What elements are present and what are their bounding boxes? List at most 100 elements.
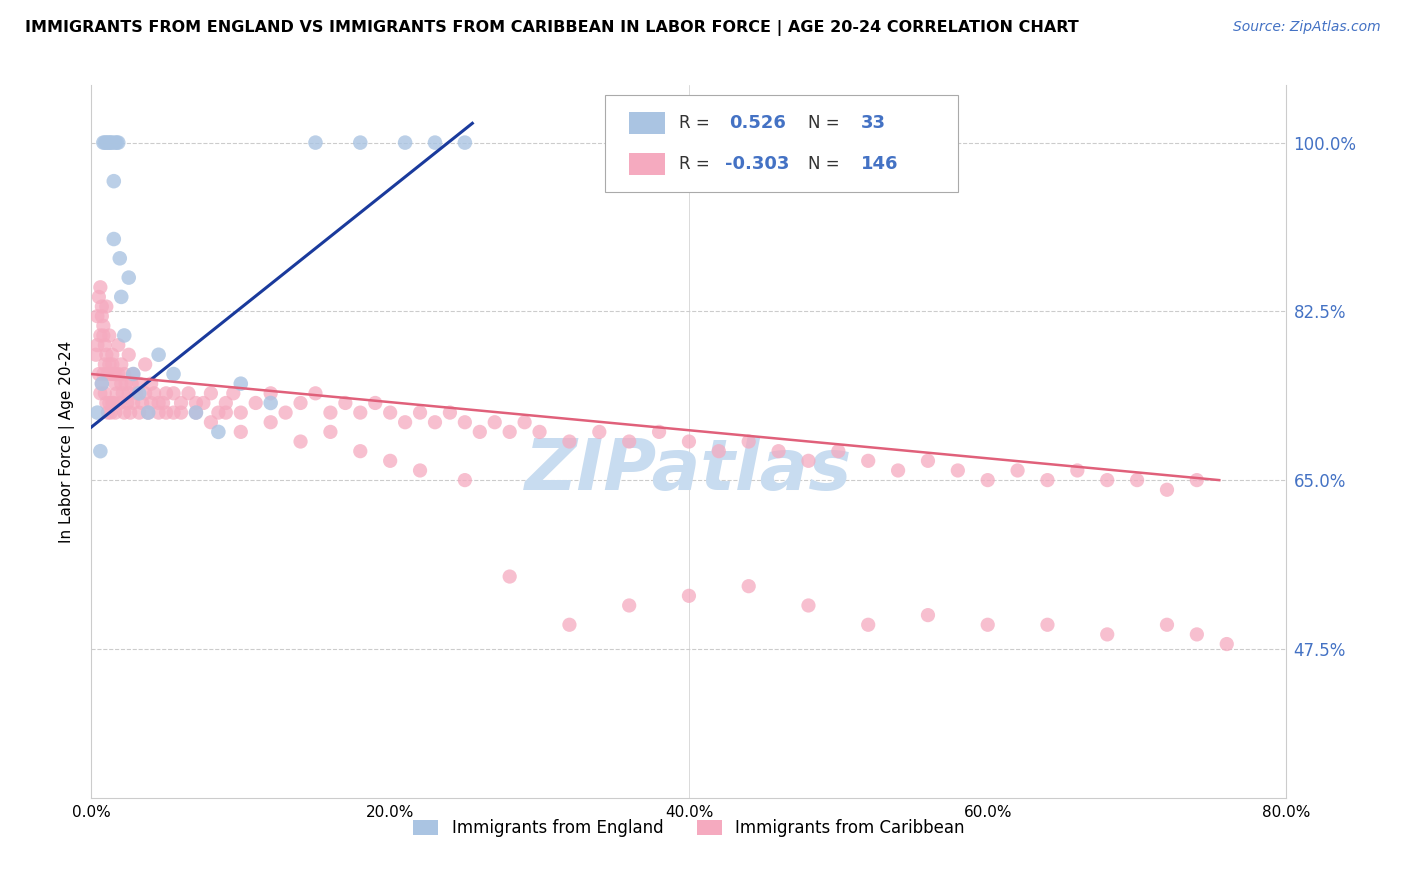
Point	[678, 589, 700, 603]
Point	[105, 136, 128, 150]
Point	[134, 386, 156, 401]
Point	[588, 425, 610, 439]
Point	[468, 425, 491, 439]
Point	[499, 569, 522, 583]
Point	[558, 434, 581, 449]
Point	[90, 300, 112, 314]
Point	[104, 376, 127, 391]
Point	[207, 406, 229, 420]
Point	[98, 358, 121, 372]
Point	[917, 454, 939, 468]
Point	[155, 406, 177, 420]
Point	[98, 328, 121, 343]
Point	[104, 367, 127, 381]
Point	[484, 415, 506, 429]
Point	[319, 406, 342, 420]
Point	[141, 396, 163, 410]
Point	[1066, 463, 1088, 477]
Point	[858, 617, 880, 632]
Point	[184, 406, 207, 420]
Point	[454, 136, 477, 150]
Point	[112, 406, 135, 420]
Point	[917, 608, 939, 623]
Point	[827, 444, 849, 458]
Point	[128, 406, 150, 420]
Point	[380, 406, 402, 420]
Point	[100, 136, 122, 150]
Point	[125, 386, 148, 401]
Point	[118, 270, 141, 285]
Point	[678, 434, 700, 449]
Point	[454, 473, 477, 487]
Point	[229, 406, 252, 420]
Point	[335, 396, 357, 410]
Point	[94, 386, 117, 401]
Point	[122, 367, 145, 381]
Point	[423, 415, 446, 429]
Point	[423, 136, 446, 150]
Point	[84, 348, 107, 362]
Point	[148, 406, 170, 420]
FancyBboxPatch shape	[630, 112, 665, 134]
Point	[86, 338, 108, 352]
Point	[499, 425, 522, 439]
Point	[1216, 637, 1239, 651]
Point	[290, 396, 312, 410]
Point	[1007, 463, 1029, 477]
Point	[184, 406, 207, 420]
Point	[274, 406, 297, 420]
Point	[170, 396, 193, 410]
Point	[619, 434, 641, 449]
Point	[394, 136, 416, 150]
Point	[100, 406, 122, 420]
Point	[104, 136, 127, 150]
Text: R =: R =	[679, 114, 716, 132]
Point	[162, 406, 184, 420]
Point	[131, 396, 153, 410]
Point	[409, 406, 432, 420]
Point	[97, 367, 120, 381]
Point	[112, 328, 135, 343]
Point	[155, 386, 177, 401]
Point	[152, 396, 174, 410]
Point	[177, 386, 200, 401]
Text: 33: 33	[860, 114, 886, 132]
Point	[90, 309, 112, 323]
Point	[1036, 617, 1059, 632]
Point	[136, 406, 159, 420]
Point	[103, 174, 125, 188]
Point	[349, 136, 371, 150]
Point	[737, 434, 759, 449]
Point	[797, 599, 820, 613]
Point	[87, 290, 110, 304]
Point	[143, 386, 166, 401]
Point	[200, 415, 222, 429]
Point	[290, 434, 312, 449]
Point	[121, 376, 143, 391]
Point	[454, 415, 477, 429]
Point	[1097, 627, 1119, 641]
Point	[128, 376, 150, 391]
Text: Source: ZipAtlas.com: Source: ZipAtlas.com	[1233, 20, 1381, 34]
Point	[112, 367, 135, 381]
Point	[110, 376, 132, 391]
Point	[259, 415, 281, 429]
Point	[134, 358, 156, 372]
Point	[96, 136, 118, 150]
Point	[108, 252, 131, 266]
Point	[93, 318, 115, 333]
Text: N =: N =	[808, 155, 839, 173]
Point	[148, 348, 170, 362]
Point	[222, 386, 245, 401]
Point	[97, 136, 120, 150]
Point	[86, 309, 108, 323]
Point	[215, 406, 238, 420]
Point	[1126, 473, 1149, 487]
Point	[349, 444, 371, 458]
Point	[887, 463, 910, 477]
Point	[110, 358, 132, 372]
Point	[439, 406, 461, 420]
Point	[96, 396, 118, 410]
Text: N =: N =	[808, 114, 839, 132]
Point	[98, 136, 121, 150]
